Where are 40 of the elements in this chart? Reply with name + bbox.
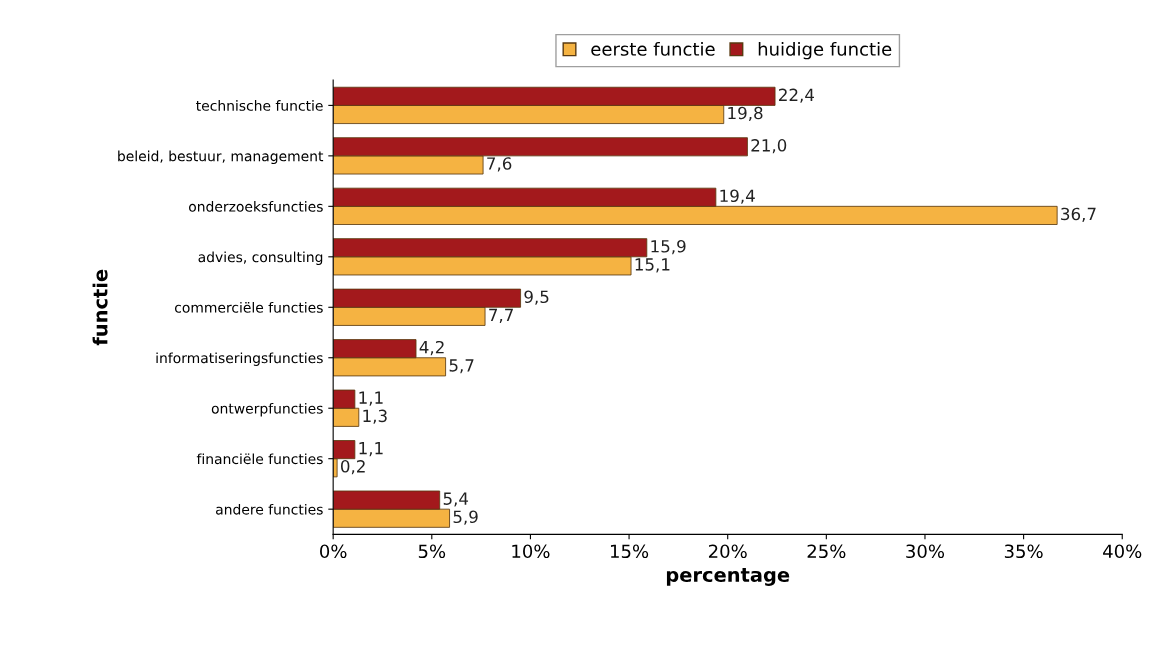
data-label: 5,4 — [443, 492, 469, 507]
y-tick-label: financiële functies — [196, 453, 323, 465]
x-tick-label: 15% — [610, 544, 649, 559]
data-label: 7,6 — [487, 157, 512, 172]
legend-label: huidige functie — [758, 41, 892, 60]
y-tick-label: informatiseringsfuncties — [156, 352, 323, 366]
data-label: 1,1 — [359, 391, 383, 406]
y-tick-label: andere functies — [216, 503, 323, 515]
y-tick-label: onderzoeksfuncties — [189, 201, 323, 212]
data-label: 1,3 — [363, 409, 387, 424]
x-tick-label: 40% — [1103, 544, 1142, 559]
x-tick-label: 25% — [807, 544, 846, 559]
data-label: 15,1 — [635, 258, 670, 273]
data-label: 21,0 — [751, 139, 787, 154]
y-axis-title: functie — [92, 269, 108, 346]
data-label: 36,7 — [1061, 207, 1096, 222]
x-tick-label: 0% — [320, 544, 347, 559]
y-tick-label: advies, consulting — [198, 251, 323, 265]
data-label: 5,7 — [449, 359, 474, 374]
data-label: 1,1 — [359, 442, 383, 457]
x-axis-title: percentage — [666, 568, 790, 586]
x-tick-label: 10% — [512, 544, 550, 559]
x-tick-label: 30% — [906, 544, 945, 559]
data-label: 19,4 — [720, 189, 755, 204]
data-label: 4,2 — [419, 340, 444, 356]
data-label: 9,5 — [524, 290, 549, 305]
data-label: 22,4 — [779, 88, 814, 103]
x-tick-label: 20% — [708, 544, 747, 559]
legend-label: eerste functie — [591, 41, 715, 56]
x-tick-label: 5% — [418, 544, 446, 559]
data-label: 0,2 — [340, 460, 365, 475]
y-tick-label: commerciële functies — [175, 302, 323, 313]
y-tick-label: technische functie — [196, 100, 323, 111]
data-label: 15,9 — [651, 239, 686, 255]
y-tick-label: ontwerpfuncties — [211, 402, 323, 417]
data-label: 7,7 — [489, 308, 513, 323]
x-tick-label: 35% — [1004, 544, 1043, 559]
data-label: 19,8 — [728, 106, 763, 122]
data-label: 5,9 — [453, 510, 478, 525]
y-tick-label: beleid, bestuur, management — [118, 150, 324, 165]
